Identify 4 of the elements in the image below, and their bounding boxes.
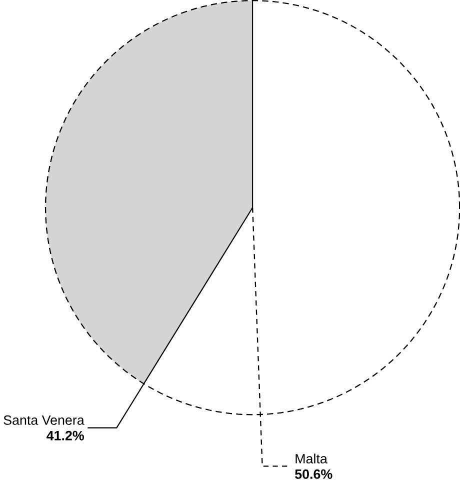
data-label: 50.6% xyxy=(294,469,332,479)
data-label: 41.2% xyxy=(46,430,84,440)
category-label: Santa Venera xyxy=(4,415,84,425)
category-label: Malta xyxy=(296,454,328,464)
